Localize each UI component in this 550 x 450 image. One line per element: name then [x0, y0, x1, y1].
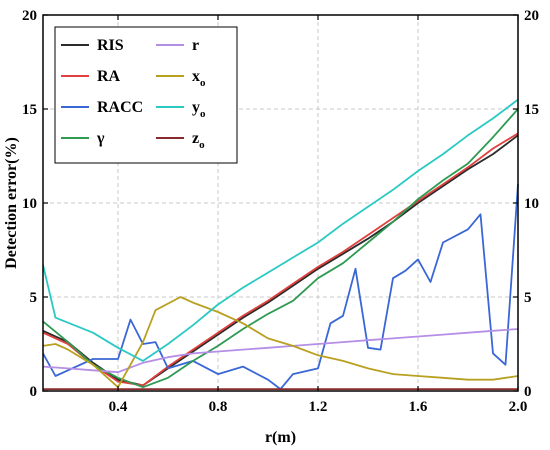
y-tick-label-right: 15 [524, 102, 539, 118]
y-tick-label: 5 [30, 290, 38, 306]
y-tick-label: 10 [22, 196, 37, 212]
y-tick-label: 20 [22, 8, 37, 24]
legend-label: r [192, 37, 199, 54]
legend-label: γ [96, 130, 105, 147]
series-line-RACC [42, 184, 519, 390]
y-tick-label: 15 [22, 102, 37, 118]
series-line-RA [42, 132, 519, 387]
series-line-RIS [42, 134, 519, 387]
legend-label: RACC [97, 99, 143, 116]
y-tick-label-right: 0 [524, 384, 532, 400]
legend: RIS RA RACC γ r xo yo zo [54, 26, 238, 164]
legend-label: xo [192, 68, 206, 89]
y-tick-label-right: 20 [524, 8, 539, 24]
x-tick-label: 2.0 [509, 399, 528, 415]
legend-label: zo [192, 130, 205, 151]
legend-label: RIS [97, 37, 124, 54]
legend-label: RA [97, 68, 121, 85]
x-axis-title: r(m) [265, 429, 296, 446]
y-tick-label: 0 [30, 384, 38, 400]
legend-label: yo [192, 99, 206, 120]
series-layer [42, 98, 519, 390]
series-line-yo [42, 98, 519, 362]
y-axis-title: Detection error(%) [3, 137, 20, 269]
series-line-r [42, 328, 519, 374]
y-tick-label-right: 5 [524, 290, 532, 306]
x-tick-label: 0.8 [209, 399, 228, 415]
legend-box [54, 26, 238, 164]
x-tick-label: 1.6 [409, 399, 428, 415]
x-tick-label: 0.4 [109, 399, 128, 415]
x-tick-label: 1.2 [309, 399, 328, 415]
series-line-xo [42, 296, 519, 389]
y-tick-label-right: 10 [524, 196, 539, 212]
